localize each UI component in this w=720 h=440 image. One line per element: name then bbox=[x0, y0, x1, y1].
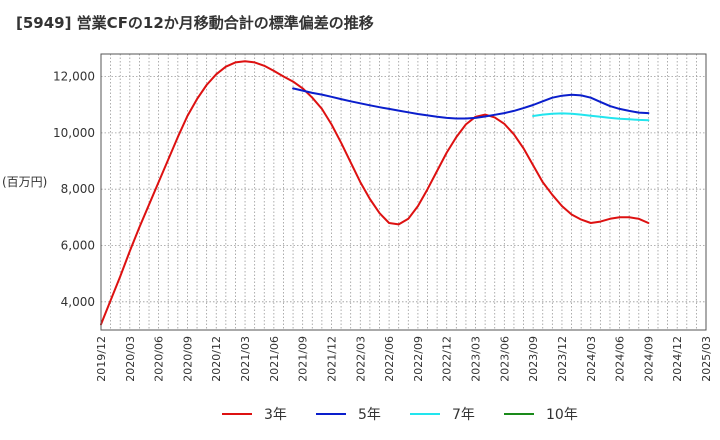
x-tick-label: 2020/06 bbox=[153, 336, 166, 382]
legend-item: 5年 bbox=[316, 402, 381, 426]
x-tick-label: 2024/03 bbox=[585, 336, 598, 382]
legend-item: 3年 bbox=[222, 402, 287, 426]
x-tick-label: 2024/12 bbox=[671, 336, 684, 382]
y-tick-label: 8,000 bbox=[61, 182, 95, 196]
x-tick-label: 2021/03 bbox=[239, 336, 252, 382]
x-tick-label: 2020/09 bbox=[181, 336, 194, 382]
y-tick-label: 6,000 bbox=[61, 239, 95, 253]
x-tick-label: 2020/12 bbox=[210, 336, 223, 382]
legend-swatch bbox=[316, 413, 346, 415]
legend-swatch bbox=[410, 413, 440, 415]
chart-legend: 3年 5年 7年 10年 bbox=[0, 402, 720, 426]
chart-title: [5949] 営業CFの12か月移動合計の標準偏差の推移 bbox=[16, 14, 374, 32]
legend-swatch bbox=[222, 413, 252, 415]
x-tick-label: 2023/03 bbox=[470, 336, 483, 382]
legend-item: 7年 bbox=[410, 402, 475, 426]
x-tick-label: 2023/12 bbox=[556, 336, 569, 382]
grid-lines bbox=[101, 54, 706, 330]
series-line-3年 bbox=[100, 60, 650, 326]
plot-area-border bbox=[100, 53, 707, 331]
axis-tick-labels: 4,000 6,000 8,000 10,000 12,000 2019/12 2020/0… bbox=[53, 70, 713, 382]
x-tick-label: 2024/09 bbox=[642, 336, 655, 382]
series-line-5年 bbox=[292, 87, 650, 120]
x-tick-label: 2022/12 bbox=[441, 336, 454, 382]
x-tick-label: 2022/03 bbox=[354, 336, 367, 382]
legend-label: 3年 bbox=[264, 407, 287, 423]
x-tick-label: 2023/06 bbox=[498, 336, 511, 382]
y-tick-label: 12,000 bbox=[53, 70, 95, 84]
x-tick-label: 2019/12 bbox=[95, 336, 108, 382]
x-tick-label: 2022/09 bbox=[412, 336, 425, 382]
y-tick-label: 10,000 bbox=[53, 126, 95, 140]
legend-item: 10年 bbox=[504, 402, 578, 426]
x-tick-label: 2021/12 bbox=[325, 336, 338, 382]
legend-swatch bbox=[504, 413, 534, 415]
x-tick-label: 2021/06 bbox=[268, 336, 281, 382]
x-tick-label: 2021/09 bbox=[297, 336, 310, 382]
y-tick-label: 4,000 bbox=[61, 295, 95, 309]
x-tick-label: 2020/03 bbox=[124, 336, 137, 382]
legend-label: 7年 bbox=[452, 407, 475, 423]
x-tick-label: 2024/06 bbox=[614, 336, 627, 382]
series-line-7年 bbox=[532, 112, 650, 122]
legend-label: 5年 bbox=[358, 407, 381, 423]
x-tick-label: 2025/03 bbox=[700, 336, 713, 382]
legend-label: 10年 bbox=[546, 407, 578, 423]
series-lines bbox=[100, 60, 650, 326]
x-tick-label: 2022/06 bbox=[383, 336, 396, 382]
x-tick-label: 2023/09 bbox=[527, 336, 540, 382]
